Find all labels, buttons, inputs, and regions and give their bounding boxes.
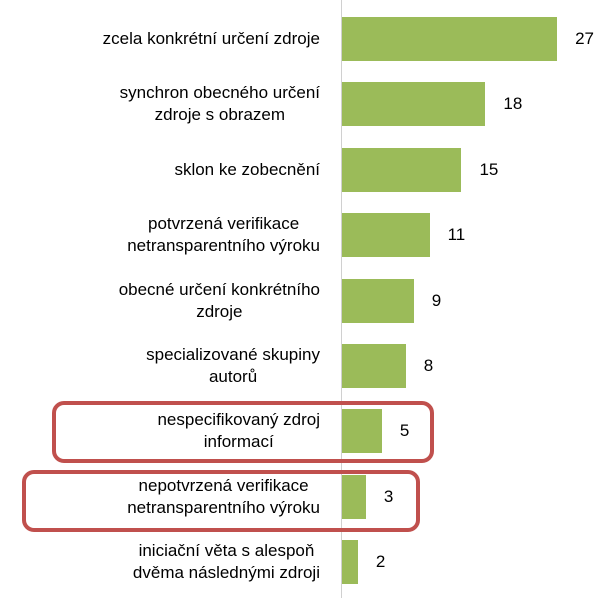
- category-label: nepotvrzená verifikace netransparentního…: [127, 475, 320, 517]
- value-label: 3: [383, 486, 394, 506]
- bar: [342, 213, 430, 258]
- bar: [342, 147, 462, 192]
- bar: [342, 82, 486, 127]
- category-label: nespecifikovaný zdroj informací: [157, 410, 320, 452]
- bar: [342, 540, 358, 585]
- value-label: 2: [375, 552, 386, 572]
- axis-line: [341, 0, 342, 598]
- category-label: obecné určení konkrétního zdroje: [118, 279, 320, 321]
- bar: [342, 344, 406, 388]
- value-label: 8: [423, 356, 434, 375]
- bar: [342, 409, 382, 454]
- value-label: 18: [503, 94, 523, 114]
- bar: [342, 17, 558, 61]
- value-label: 15: [479, 159, 499, 179]
- highlight-box: [52, 401, 434, 463]
- value-label: 5: [399, 421, 410, 441]
- category-label: potvrzená verifikace netransparentního v…: [127, 214, 320, 256]
- bar: [342, 474, 366, 519]
- bar: [342, 278, 414, 323]
- category-label: sklon ke zobecnění: [174, 159, 320, 179]
- value-label: 27: [575, 29, 594, 48]
- category-label: synchron obecného určení zdroje s obraze…: [119, 83, 320, 125]
- value-label: 11: [447, 225, 466, 245]
- category-label: zcela konkrétní určení zdroje: [102, 29, 320, 48]
- highlight-box: [22, 470, 420, 532]
- category-label: iniciační věta s alespoň dvěma následným…: [132, 541, 320, 583]
- value-label: 9: [431, 290, 442, 310]
- category-label: specializované skupiny autorů: [146, 345, 320, 386]
